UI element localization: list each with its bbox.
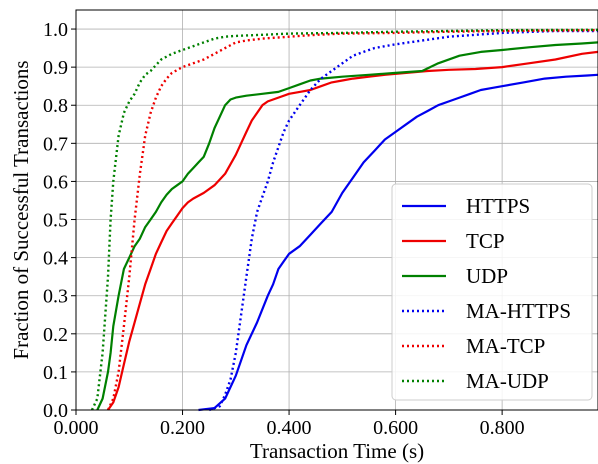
series-line-https [198, 73, 598, 412]
y-tick-label: 0.0 [43, 400, 68, 422]
x-tick-label: 0.800 [480, 417, 525, 439]
y-tick-label: 0.5 [43, 210, 68, 232]
legend-item: MA-UDP [402, 369, 549, 393]
series-line-udp [96, 41, 598, 411]
legend-item: HTTPS [402, 194, 530, 218]
x-tick-label: 0.200 [160, 417, 205, 439]
y-tick-label: 0.4 [43, 248, 68, 270]
y-tick-label: 0.8 [43, 95, 68, 117]
axis-ticks: 0.000 0.200 0.400 0.600 0.800 0.0 0.1 0.2 0.3 0.4… [43, 19, 525, 439]
x-tick-label: 0.600 [373, 417, 418, 439]
series-line-ma-udp [90, 28, 598, 411]
y-tick-label: 0.3 [43, 286, 68, 308]
legend-item: UDP [402, 264, 508, 288]
legend-label: TCP [466, 229, 505, 253]
y-tick-label: 0.1 [43, 362, 68, 384]
legend-label: UDP [466, 264, 508, 288]
legend-item: TCP [402, 229, 505, 253]
series-line-ma-https [208, 29, 598, 412]
plot-frame [75, 9, 598, 411]
legend-item: MA-TCP [402, 334, 545, 358]
legend-label: MA-TCP [466, 334, 545, 358]
x-tick-label: 0.400 [267, 417, 312, 439]
legend: HTTPS TCP UDP MA-HTTPS MA-TCP MA-UDP [391, 183, 593, 401]
y-axis-label: Fraction of Successful Transactions [9, 60, 33, 359]
series-lines [90, 28, 598, 412]
y-tick-label: 0.9 [43, 57, 68, 79]
x-tick-label: 0.000 [54, 417, 99, 439]
y-tick-label: 1.0 [43, 19, 68, 41]
x-axis-label: Transaction Time (s) [250, 439, 424, 463]
y-tick-label: 0.6 [43, 171, 68, 193]
legend-item: MA-HTTPS [402, 299, 571, 323]
y-tick-label: 0.7 [43, 133, 68, 155]
legend-label: HTTPS [466, 194, 530, 218]
y-tick-label: 0.2 [43, 324, 68, 346]
legend-label: MA-HTTPS [466, 299, 571, 323]
legend-label: MA-UDP [466, 369, 549, 393]
series-line-ma-tcp [106, 29, 598, 411]
